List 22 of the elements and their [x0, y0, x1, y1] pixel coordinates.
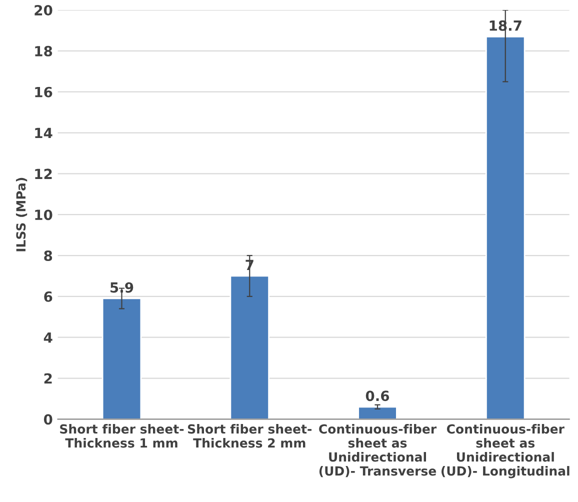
data-label: 5.9	[110, 282, 134, 293]
y-tick-label: 6	[44, 291, 52, 302]
y-tick-label: 2	[44, 373, 52, 384]
y-tick-label: 18	[35, 46, 52, 56]
y-axis-title: ILSS (MPa)	[16, 178, 28, 252]
y-tick-label: 12	[35, 168, 52, 179]
x-tick-label: Short fiber sheet- Thickness 1 mm	[60, 424, 184, 448]
bar	[486, 36, 526, 420]
data-label: 0.6	[366, 390, 390, 402]
y-tick-label: 0	[44, 414, 52, 425]
y-tick-label: 10	[35, 210, 52, 220]
y-tick-label: 14	[35, 128, 52, 138]
bar	[230, 275, 270, 420]
y-tick-label: 20	[34, 5, 52, 16]
y-tick-label: 4	[44, 332, 52, 343]
bar	[358, 406, 398, 420]
x-tick-label: Continuous-fiber sheet as Unidirectional (UD)- Longitudinal	[442, 424, 570, 478]
y-tick-label: 8	[44, 250, 52, 261]
bar	[102, 298, 142, 420]
x-tick-label: Short fiber sheet- Thickness 2 mm	[188, 424, 312, 448]
x-tick-label: Continuous-fiber sheet as Unidirectional (UD)- Transverse	[319, 424, 437, 478]
y-tick-label: 16	[35, 86, 52, 98]
